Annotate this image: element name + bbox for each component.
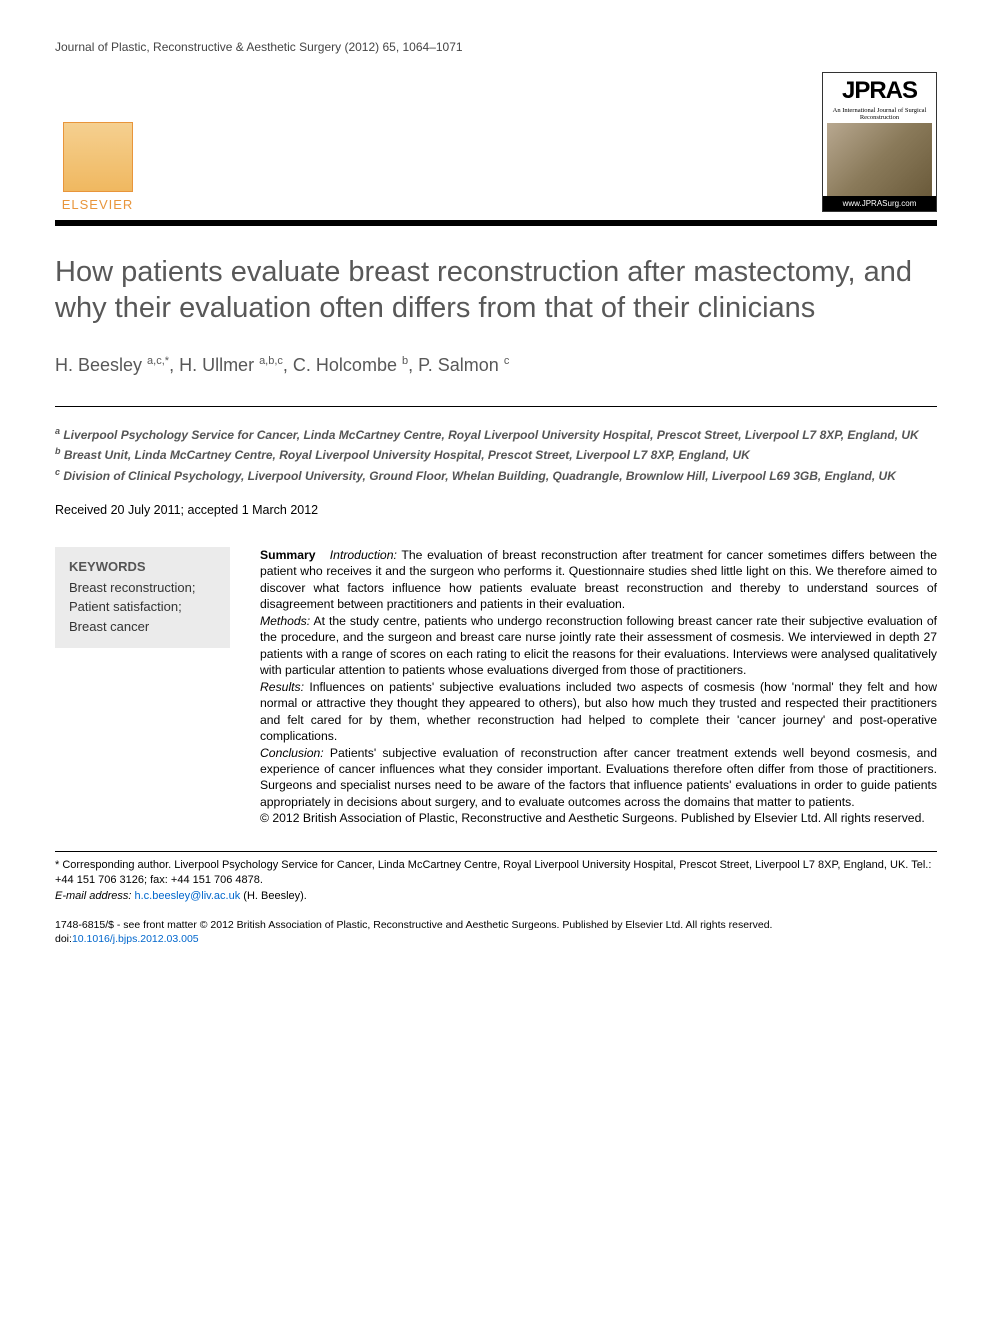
jpras-acronym: JPRAS <box>823 73 936 107</box>
email-label: E-mail address: <box>55 890 131 902</box>
affiliations-block: a Liverpool Psychology Service for Cance… <box>55 425 937 485</box>
elsevier-logo[interactable]: ELSEVIER <box>55 112 140 212</box>
article-dates: Received 20 July 2011; accepted 1 March … <box>55 503 937 517</box>
summary-abstract: Summary Introduction: The evaluation of … <box>260 547 937 827</box>
email-author-suffix: (H. Beesley). <box>243 890 307 902</box>
doi-link[interactable]: 10.1016/j.bjps.2012.03.005 <box>72 933 199 945</box>
main-content-row: KEYWORDS Breast reconstruction;Patient s… <box>55 547 937 827</box>
doi-label: doi: <box>55 933 72 945</box>
authors-rule <box>55 406 937 407</box>
journal-reference: Journal of Plastic, Reconstructive & Aes… <box>55 40 937 54</box>
header-rule <box>55 220 937 226</box>
issn-line: 1748-6815/$ - see front matter © 2012 Br… <box>55 919 772 931</box>
elsevier-label: ELSEVIER <box>62 197 134 212</box>
jpras-url: www.JPRASurg.com <box>823 196 936 211</box>
footnote-rule <box>55 851 937 852</box>
affiliation-item: b Breast Unit, Linda McCartney Centre, R… <box>55 445 937 464</box>
logos-row: ELSEVIER JPRAS An International Journal … <box>55 72 937 212</box>
affiliation-item: a Liverpool Psychology Service for Cance… <box>55 425 937 444</box>
keywords-list: Breast reconstruction;Patient satisfacti… <box>69 578 216 637</box>
article-title: How patients evaluate breast reconstruct… <box>55 254 937 327</box>
authors-line: H. Beesley a,c,*, H. Ullmer a,b,c, C. Ho… <box>55 355 937 376</box>
corresponding-address: * Corresponding author. Liverpool Psycho… <box>55 858 937 889</box>
corresponding-author-note: * Corresponding author. Liverpool Psycho… <box>55 858 937 904</box>
jpras-subtitle: An International Journal of Surgical Rec… <box>823 107 936 123</box>
affiliation-item: c Division of Clinical Psychology, Liver… <box>55 466 937 485</box>
keywords-box: KEYWORDS Breast reconstruction;Patient s… <box>55 547 230 649</box>
corresponding-email-link[interactable]: h.c.beesley@liv.ac.uk <box>134 890 240 902</box>
footer-copyright: 1748-6815/$ - see front matter © 2012 Br… <box>55 918 937 946</box>
keywords-heading: KEYWORDS <box>69 559 216 574</box>
jpras-journal-logo[interactable]: JPRAS An International Journal of Surgic… <box>822 72 937 212</box>
jpras-cover-image <box>827 123 932 196</box>
elsevier-tree-icon <box>63 122 133 192</box>
